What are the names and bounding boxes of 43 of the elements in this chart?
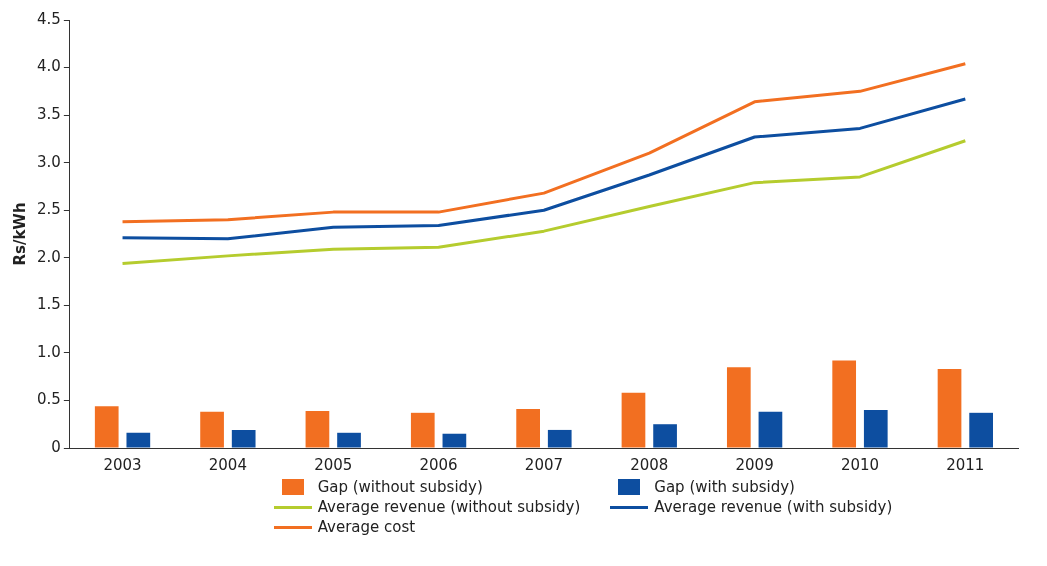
y-tick-label: 3.5 [37,105,61,123]
y-tick-label: 1.5 [37,295,61,314]
x-tick-label: 2003 [103,455,142,474]
y-tick-label: 2.0 [37,247,61,266]
bar [621,392,646,448]
bar [337,432,361,448]
x-tick-label: 2005 [314,455,353,474]
x-tick-label: 2010 [840,455,880,474]
bar [200,411,224,448]
x-tick-label: 2008 [630,455,669,474]
legend-label: Average revenue (with subsidy) [654,498,893,516]
y-tick-label: 0 [51,437,61,456]
y-tick-label: 4.5 [37,9,61,28]
bar [726,367,751,448]
x-tick-label: 2006 [419,455,458,474]
x-tick-label: 2004 [208,455,247,474]
bar [653,424,677,448]
legend-label: Average cost [317,518,416,536]
bar [442,433,467,448]
bar [516,409,540,448]
y-tick-label: 0.5 [37,390,61,409]
y-tick-label: 4.0 [37,57,61,76]
y-tick-label: 3.0 [37,152,61,171]
legend-label: Gap (with subsidy) [654,478,795,496]
y-tick-label: 2.5 [37,200,61,219]
bar [832,360,857,448]
x-tick-label: 2007 [524,455,564,474]
bar [94,406,119,448]
legend-label: Average revenue (without subsidy) [317,498,581,516]
legend-label: Gap (without subsidy) [317,478,483,496]
x-tick-label: 2009 [735,455,774,474]
bar [547,429,572,448]
bar [863,409,888,448]
bar [410,412,435,448]
bar [937,369,962,448]
bar [126,432,151,448]
bar [969,412,993,448]
bar [231,429,256,448]
bar [758,411,783,448]
bar [305,410,330,448]
y-tick-label: 1.0 [37,342,61,361]
y-axis-title: Rs/kWh [10,202,29,266]
x-tick-label: 2011 [946,455,985,474]
